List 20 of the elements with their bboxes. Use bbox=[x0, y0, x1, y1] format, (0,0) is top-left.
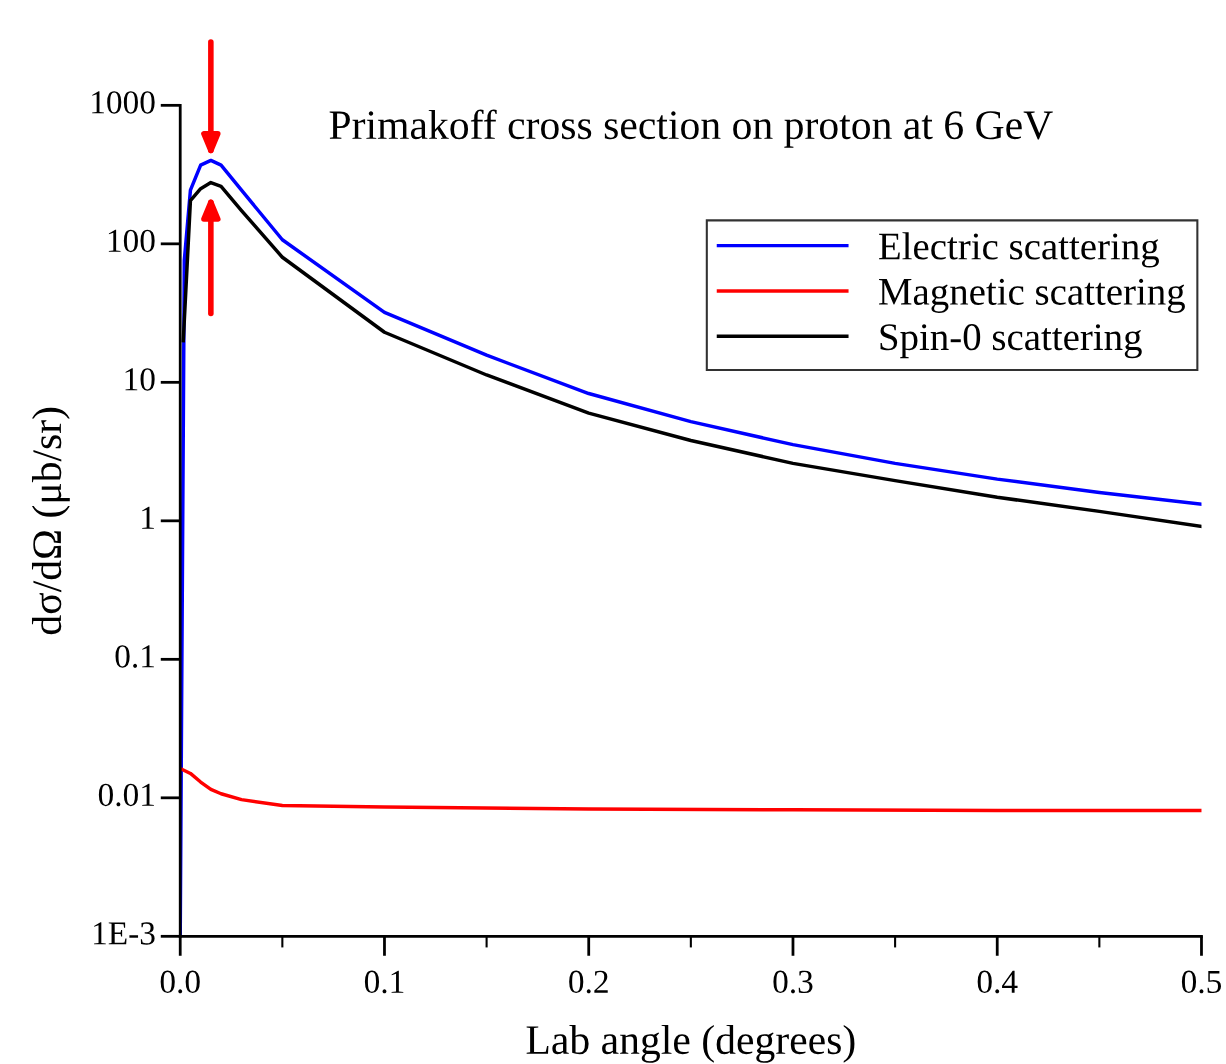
y-axis-title: dσ/dΩ (μb/sr) bbox=[31, 407, 70, 635]
chart-title: Primakoff cross section on proton at 6 GeV bbox=[329, 109, 1053, 148]
line-series bbox=[180, 766, 1202, 813]
y-tick-label: 1 bbox=[142, 506, 154, 529]
x-tick-label: 0.3 bbox=[773, 970, 813, 994]
y-tick-label: 1000 bbox=[92, 91, 155, 114]
legend-label: Electric scattering bbox=[879, 232, 1159, 268]
x-tick-label: 0.1 bbox=[364, 970, 404, 994]
y-tick-label: 10 bbox=[125, 368, 155, 391]
legend-label: Magnetic scattering bbox=[879, 278, 1185, 313]
x-tick-label: 0.2 bbox=[569, 970, 608, 994]
x-tick-label: 0.0 bbox=[160, 970, 200, 994]
x-tick-label: 0.4 bbox=[977, 970, 1018, 994]
x-tick-label: 0.5 bbox=[1181, 970, 1222, 994]
y-tick-label: 0.01 bbox=[98, 783, 154, 807]
y-tick-label: 100 bbox=[108, 229, 155, 253]
x-axis-title: Lab angle (degrees) bbox=[526, 1024, 855, 1063]
y-tick-label: 1E-3 bbox=[94, 922, 155, 945]
legend-label: Spin-0 scattering bbox=[880, 324, 1142, 359]
y-tick-label: 0.1 bbox=[115, 645, 154, 668]
